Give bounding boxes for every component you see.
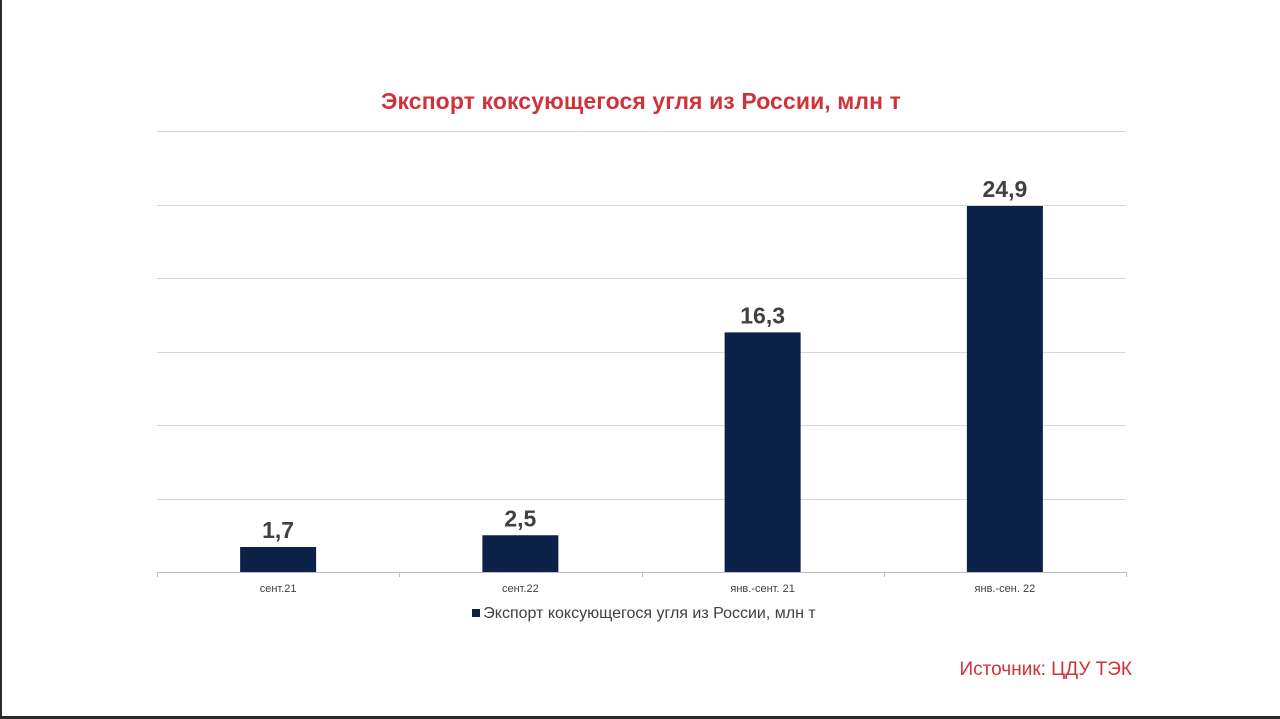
bar — [482, 535, 559, 572]
bar — [966, 205, 1043, 572]
chart-legend: Экспорт коксующегося угля из России, млн… — [0, 605, 1280, 623]
legend-swatch — [472, 609, 481, 617]
data-label: 2,5 — [504, 505, 536, 531]
data-label: 1,7 — [262, 517, 294, 543]
x-tick-label: янв.-сент. 21 — [730, 583, 794, 595]
x-tick-label: сент.21 — [260, 583, 297, 595]
data-label: 24,9 — [982, 176, 1027, 202]
chart-title: Экспорт коксующегося угля из России, млн… — [381, 88, 901, 114]
x-tick-label: янв.-сен. 22 — [975, 583, 1036, 595]
data-label: 16,3 — [740, 302, 785, 328]
bar — [724, 332, 801, 572]
bar — [240, 547, 317, 572]
source-note: Источник: ЦДУ ТЭК — [959, 659, 1132, 680]
x-tick-label: сент.22 — [502, 583, 539, 595]
legend-label: Экспорт коксующегося угля из России, млн… — [483, 605, 816, 622]
